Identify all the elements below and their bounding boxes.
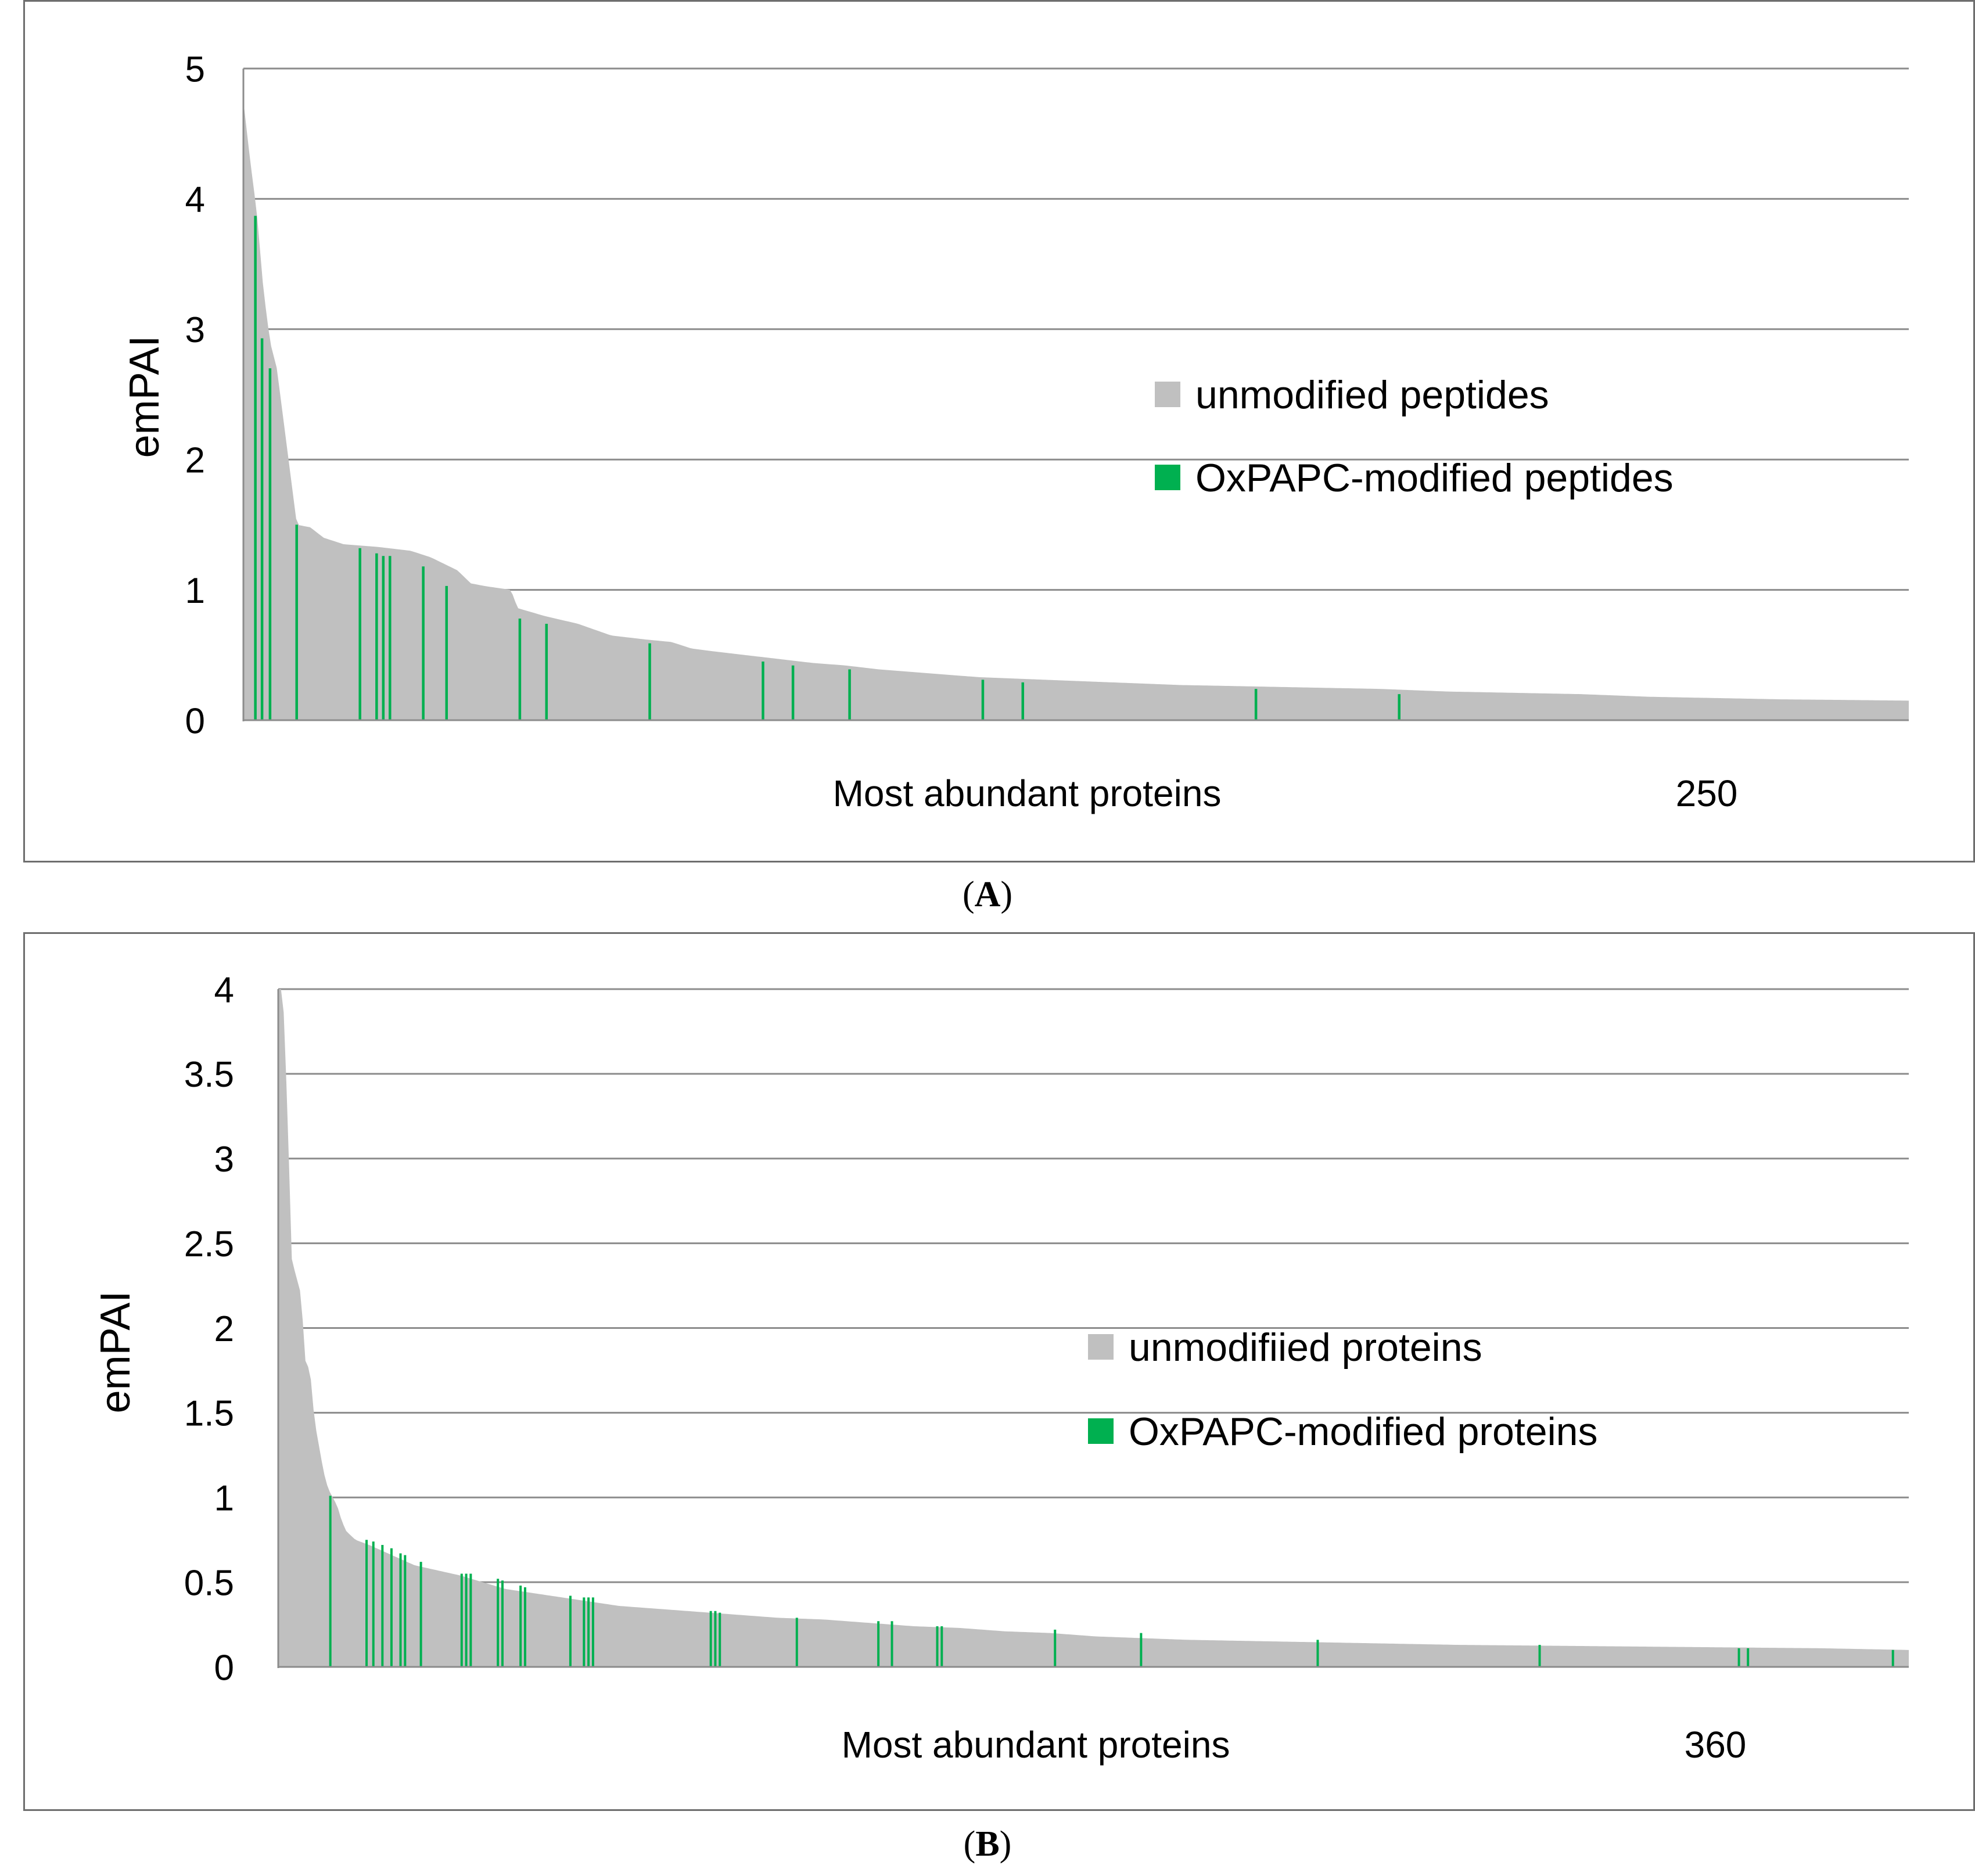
y-tick-label: 3 bbox=[214, 1140, 234, 1180]
chart-a-svg: 0 1 2 3 4 5 emPAI Most abundant proteins 250 unmo… bbox=[121, 49, 1909, 814]
caption-b-open: ( bbox=[963, 1824, 976, 1864]
y-tick-label: 1 bbox=[185, 571, 205, 611]
legend-label: OxPAPC-modified peptides bbox=[1195, 456, 1674, 500]
caption-a-open: ( bbox=[962, 875, 975, 914]
x-end-label: 360 bbox=[1685, 1724, 1747, 1766]
y-tick-label: 2 bbox=[214, 1309, 234, 1349]
y-tick-label: 2 bbox=[185, 441, 205, 481]
x-end-label: 250 bbox=[1676, 772, 1738, 814]
legend-swatch bbox=[1088, 1334, 1114, 1360]
chart-b-svg: 0 0.5 1 1.5 2 2.5 3 3.5 4 emPAI Most abundant prot… bbox=[92, 970, 1909, 1766]
x-axis-title: Most abundant proteins bbox=[842, 1724, 1230, 1766]
caption-b: (B) bbox=[0, 1824, 1975, 1865]
x-axis-title: Most abundant proteins bbox=[833, 772, 1222, 814]
legend-label: OxPAPC-modified proteins bbox=[1129, 1410, 1598, 1454]
legend-label: unmodifiied proteins bbox=[1129, 1325, 1482, 1370]
y-tick-label: 3.5 bbox=[184, 1055, 234, 1095]
legend-swatch bbox=[1088, 1418, 1114, 1444]
y-tick-label: 2.5 bbox=[184, 1224, 234, 1264]
caption-a-letter: A bbox=[974, 875, 1001, 914]
caption-a: (A) bbox=[0, 874, 1975, 915]
legend-swatch bbox=[1155, 382, 1180, 407]
y-tick-label: 5 bbox=[185, 49, 205, 89]
caption-b-close: ) bbox=[999, 1824, 1012, 1864]
y-tick-label: 4 bbox=[185, 180, 205, 220]
y-tick-label: 4 bbox=[214, 970, 234, 1010]
chart-panel-a: 0 1 2 3 4 5 emPAI Most abundant proteins 250 unmo… bbox=[23, 0, 1975, 862]
unmodified-area bbox=[243, 101, 1909, 721]
y-tick-label: 3 bbox=[185, 310, 205, 350]
y-tick-label: 1.5 bbox=[184, 1394, 234, 1434]
unmodified-area bbox=[278, 989, 1909, 1667]
y-tick-label: 0 bbox=[214, 1648, 234, 1688]
y-tick-label: 0 bbox=[185, 701, 205, 741]
caption-b-letter: B bbox=[975, 1824, 1000, 1864]
y-axis-title: emPAI bbox=[121, 336, 168, 458]
legend-label: unmodified peptides bbox=[1195, 373, 1549, 417]
legend-swatch bbox=[1155, 465, 1180, 490]
y-tick-label: 1 bbox=[214, 1479, 234, 1519]
y-tick-label: 0.5 bbox=[184, 1563, 234, 1603]
y-axis-title: emPAI bbox=[92, 1291, 139, 1414]
caption-a-close: ) bbox=[1000, 875, 1013, 914]
chart-panel-b: 0 0.5 1 1.5 2 2.5 3 3.5 4 emPAI Most abundant prot… bbox=[23, 932, 1975, 1811]
